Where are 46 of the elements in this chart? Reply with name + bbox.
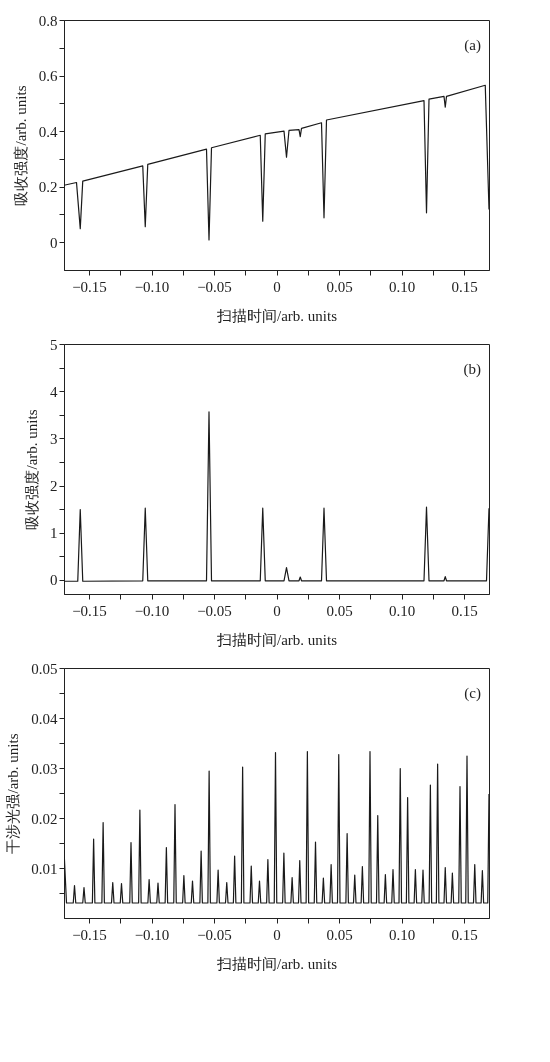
x-axis-title: 扫描时间/arb. units	[216, 631, 338, 648]
y-tick-label: 0.6	[38, 68, 58, 85]
y-tick-label: 0.4	[38, 123, 58, 140]
y-tick-label: 0.04	[31, 710, 58, 727]
y-tick-label: 5	[50, 336, 58, 353]
y-axis-title: 吸收强度/arb. units	[24, 409, 40, 530]
x-tick-label: −0.15	[72, 926, 107, 943]
y-tick-label: 3	[50, 430, 58, 447]
x-tick-label: −0.05	[197, 926, 232, 943]
x-tick-label: 0	[273, 278, 281, 295]
x-tick-label: −0.10	[134, 926, 170, 943]
y-tick-label: 0.01	[31, 860, 58, 877]
x-tick-label: −0.10	[134, 278, 170, 295]
y-tick-label: 2	[50, 478, 58, 495]
x-tick-label: 0.10	[388, 602, 416, 619]
x-axis-title: 扫描时间/arb. units	[216, 307, 338, 324]
y-axis-title: 干涉光强/arb. units	[5, 733, 22, 854]
x-tick-label: 0.10	[388, 926, 416, 943]
x-tick-label: −0.05	[197, 278, 232, 295]
x-tick-label: −0.05	[197, 602, 232, 619]
x-tick-label: 0	[273, 602, 281, 619]
x-tick-label: −0.15	[72, 602, 107, 619]
y-tick-label: 0.05	[31, 660, 58, 677]
y-tick-label: 0	[50, 234, 58, 251]
annotation: (b)	[463, 361, 481, 378]
x-tick-label: 0.05	[326, 602, 353, 619]
x-tick-label: 0.05	[326, 278, 353, 295]
y-axis-title: 吸收强度/arb. units	[12, 85, 29, 206]
x-tick-label: 0.15	[451, 602, 478, 619]
y-tick-label: 0.8	[38, 12, 58, 29]
x-tick-label: 0.10	[388, 278, 416, 295]
x-tick-label: 0.05	[326, 926, 353, 943]
y-tick-label: 0.02	[31, 810, 58, 827]
y-tick-label: 0.2	[38, 179, 58, 196]
y-tick-label: 4	[50, 383, 58, 400]
y-tick-label: 0	[50, 572, 58, 589]
annotation: (c)	[464, 685, 481, 702]
x-tick-label: −0.10	[134, 602, 170, 619]
x-tick-label: 0	[273, 926, 281, 943]
x-tick-label: 0.15	[451, 926, 478, 943]
x-tick-label: −0.15	[72, 278, 107, 295]
annotation: (a)	[464, 37, 481, 54]
y-tick-label: 0.03	[31, 760, 58, 777]
y-tick-label: 1	[50, 525, 58, 542]
x-tick-label: 0.15	[451, 278, 478, 295]
x-axis-title: 扫描时间/arb. units	[216, 955, 338, 972]
